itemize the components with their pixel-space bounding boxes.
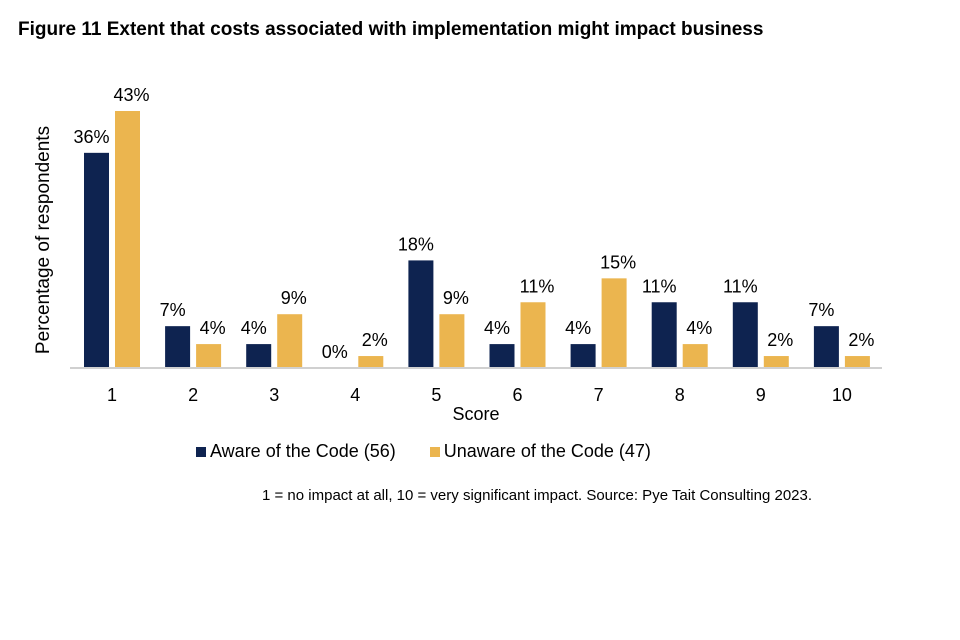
bar-aware: [570, 344, 596, 368]
x-tick-label: 7: [594, 385, 604, 405]
bar-unaware: [601, 278, 627, 368]
bars-group: [84, 111, 870, 368]
data-labels: 36% 43% 7% 4% 4% 9% 0% 2% 18% 9% 4% 11% 4% 15% 11% 4% 11…: [73, 85, 874, 362]
bar-aware: [732, 302, 758, 368]
data-label-aware: 7%: [808, 300, 834, 320]
bar-unaware: [358, 356, 384, 368]
x-tick-labels: 1 2 3 4 5 6 7 8 9 10: [107, 385, 852, 405]
data-label-unaware: 4%: [200, 318, 226, 338]
legend-label-aware: Aware of the Code (56): [210, 441, 396, 461]
legend-item-unaware: Unaware of the Code (47): [429, 441, 651, 462]
legend-swatch-unaware: [429, 446, 440, 457]
bar-unaware: [439, 314, 465, 368]
data-label-aware: 11%: [642, 276, 677, 296]
bar-unaware: [844, 356, 870, 368]
bar-unaware: [277, 314, 303, 368]
data-label-unaware: 9%: [443, 288, 469, 308]
y-axis-label: Percentage of respondents: [33, 126, 54, 354]
bar-unaware: [115, 111, 140, 368]
data-label-aware: 7%: [160, 300, 186, 320]
bar-aware: [84, 152, 109, 368]
x-tick-label: 10: [832, 385, 852, 405]
chart-footnote: 1 = no impact at all, 10 = very signific…: [262, 487, 813, 504]
bar-aware: [246, 344, 272, 368]
x-tick-label: 8: [675, 385, 685, 405]
data-label-aware: 36%: [73, 127, 109, 147]
bar-aware: [165, 326, 191, 368]
data-label-aware: 4%: [484, 318, 510, 338]
x-tick-label: 3: [269, 385, 279, 405]
data-label-unaware: 15%: [600, 252, 636, 272]
chart-title: Figure 11 Extent that costs associated w…: [18, 19, 764, 40]
data-label-aware: 4%: [241, 318, 267, 338]
bar-unaware: [763, 356, 789, 368]
data-label-aware: 18%: [398, 234, 434, 254]
legend-item-aware: Aware of the Code (56): [196, 441, 396, 462]
x-tick-label: 1: [107, 385, 117, 405]
data-label-unaware: 2%: [848, 330, 874, 350]
legend: Aware of the Code (56) Unaware of the Co…: [196, 441, 685, 462]
x-tick-label: 2: [188, 385, 198, 405]
data-label-unaware: 9%: [281, 288, 307, 308]
bar-unaware: [520, 302, 546, 368]
x-tick-label: 5: [431, 385, 441, 405]
legend-label-unaware: Unaware of the Code (47): [443, 441, 651, 461]
data-label-aware: 11%: [723, 276, 758, 296]
data-label-unaware: 11%: [520, 276, 555, 296]
x-axis-label: Score: [452, 404, 499, 424]
x-tick-label: 6: [512, 385, 522, 405]
bar-unaware: [682, 344, 708, 368]
legend-swatch-aware: [196, 446, 206, 457]
data-label-unaware: 2%: [767, 330, 793, 350]
bar-aware: [489, 344, 515, 368]
data-label-unaware: 4%: [686, 318, 712, 338]
bar-aware: [408, 260, 434, 368]
data-label-aware: 4%: [565, 318, 591, 338]
x-tick-label: 4: [350, 385, 360, 405]
data-label-unaware: 2%: [362, 330, 388, 350]
data-label-aware: 0%: [322, 342, 348, 362]
bar-unaware: [196, 344, 222, 368]
data-label-unaware: 43%: [113, 85, 149, 105]
bar-aware: [813, 326, 839, 368]
bar-aware: [651, 302, 677, 368]
x-tick-label: 9: [756, 385, 766, 405]
